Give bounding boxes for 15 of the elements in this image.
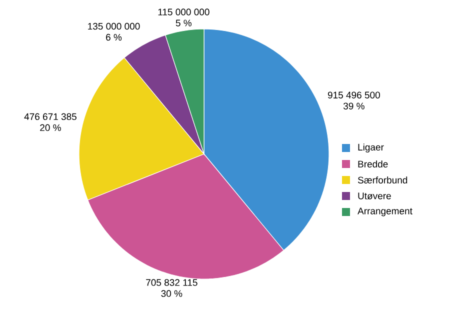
text: 6 % [106,34,122,41]
text: 20 % [40,124,61,132]
legend-label: Bredde [358,160,388,168]
text: 915 496 500 [328,92,380,98]
text: 476 671 385 [24,113,76,120]
legend-label: Særforbund [358,176,408,184]
text: 705 832 115 [146,279,198,286]
text: 30 % [161,290,182,297]
legend-label: Utøvere [358,192,391,200]
text: 5 % [176,20,192,26]
text: 115 000 000 [158,8,210,16]
legend-label: Arrangement [358,208,412,216]
text: 135 000 000 [88,22,140,30]
text: 39 % [343,102,364,110]
legend-label: Ligaer [358,144,384,152]
